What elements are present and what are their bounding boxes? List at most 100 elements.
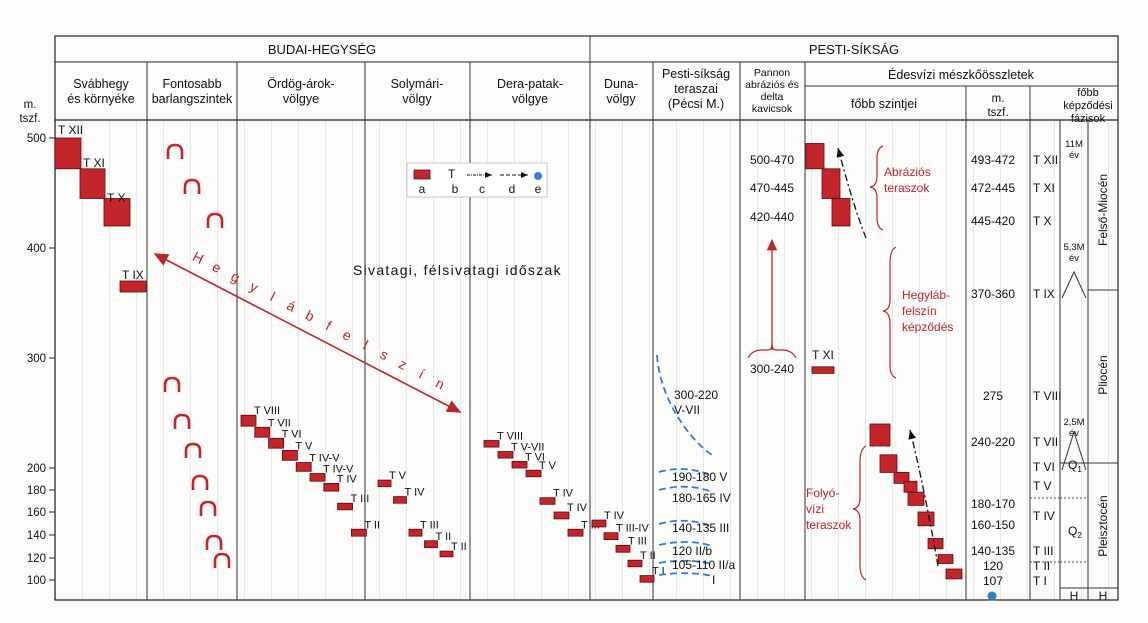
terrace-label-svabhegy: T XII — [58, 123, 83, 137]
edesvizi-levels-header: főbb szintjei — [851, 97, 917, 111]
hegylabfelszin-letter: e — [340, 326, 354, 344]
table-frame — [54, 35, 1119, 601]
terrace-block-dera — [483, 440, 500, 448]
terrace-label-dera: T VIII — [497, 431, 523, 443]
y-tick-label: 500 — [27, 133, 46, 145]
pesti-terrace-label: V-VII — [674, 403, 700, 417]
edesvizi-level-range: 370-360 — [971, 287, 1015, 301]
terrace-label-ordog: T V — [295, 440, 313, 452]
terrace-block-solymari — [377, 479, 392, 488]
column-header-pesti: teraszai — [674, 82, 718, 96]
hegylab-label: felszín — [902, 304, 937, 318]
edesvizi-level-range: 445-420 — [971, 214, 1015, 228]
epoch-pleisztocen: Pleisztocén — [1096, 495, 1110, 556]
hegylabfelszin-letter: n — [433, 375, 447, 393]
edesvizi-level-terrace: T III — [1033, 544, 1053, 558]
terrace-block-dera — [553, 511, 570, 520]
edesvizi-level-terrace: T VIII — [1033, 389, 1061, 403]
pannon-level-label: 470-445 — [750, 181, 794, 195]
pesti-terrace-label: 300-220 — [674, 388, 718, 402]
pesti-terrace-curve — [658, 541, 713, 547]
edesvizi-level-terrace: T I — [1033, 574, 1047, 588]
legend-blue-dot — [534, 172, 542, 180]
terrace-block-ordog — [281, 449, 298, 461]
terrace-label-solymari: T II — [451, 541, 467, 553]
hegylabfelszin-letter: g — [228, 268, 242, 286]
phase-q1-label: Q1 — [1068, 458, 1082, 474]
hegylab-label: Hegyláb- — [902, 288, 950, 302]
terrace-block-duna — [627, 559, 643, 568]
cave-level-symbol — [183, 178, 201, 194]
column-header-pannon: Pannon — [754, 67, 790, 79]
terrace-label-dera: T VI — [525, 451, 545, 463]
column-header-duna: Duna- — [604, 77, 638, 91]
edesvizi-block-lower — [927, 538, 944, 550]
terrace-label-duna: T I — [652, 566, 665, 578]
terrace-block-svabhegy — [119, 280, 147, 293]
edesvizi-level-range: 107 — [983, 574, 1003, 588]
terrace-block-ordog — [323, 482, 340, 492]
abrazios-label: Abráziós — [884, 165, 931, 179]
epoch-pliocen: Pliocén — [1096, 355, 1110, 394]
terrace-block-duna — [639, 575, 655, 583]
edesvizi-dashdot-arrow — [836, 147, 867, 239]
terrace-block-solymari — [424, 540, 438, 549]
edesvizi-block-lower — [917, 511, 935, 527]
pesti-terrace-label: 120 II/b — [672, 544, 712, 558]
terrace-block-solymari — [439, 550, 454, 558]
frame-outline — [54, 35, 1119, 601]
phase-25m-label: 2,5M — [1063, 417, 1084, 428]
cave-level-symbol — [173, 413, 191, 429]
hegylabfelszin-letter: y — [247, 278, 261, 295]
terrace-block-ordog — [337, 502, 354, 511]
pesti-terrace-curve — [658, 468, 713, 477]
hegylabfelszin-letter: z — [396, 355, 410, 372]
legend-terrace-swatch — [413, 169, 431, 180]
terrace-label-svabhegy: T XI — [83, 156, 105, 170]
terrace-label-ordog: T VIII — [254, 405, 280, 417]
folyovizi-label: teraszok — [806, 518, 852, 532]
edesvizi-spring-dot — [987, 591, 997, 601]
terrace-label-ordog: T III — [351, 493, 370, 505]
terrace-block-duna — [603, 532, 619, 541]
edesvizi-block-lower — [903, 480, 918, 493]
terrace-label-duna: T III-IV — [616, 523, 649, 535]
column-header-svabhegy: és környéke — [67, 92, 134, 106]
column-header-ordog: völgye — [283, 92, 319, 106]
header-budai: BUDAI-HEGYSÉG — [268, 42, 376, 57]
cave-level-symbol — [163, 376, 181, 392]
pesti-terrace-label: 140-135 III — [672, 521, 729, 535]
phase-wedge — [1061, 270, 1087, 299]
edesvizi-block-lower — [893, 471, 910, 484]
y-axis-label: tszf. — [19, 113, 40, 125]
hegylabfelszin-letter: b — [303, 307, 317, 325]
edesvizi-level-terrace: T XII — [1033, 153, 1058, 167]
terrace-block-ordog — [309, 473, 326, 482]
edesvizi-block-lower — [937, 554, 954, 564]
terrace-label-ordog: T VI — [282, 428, 302, 440]
legend-box — [406, 162, 548, 198]
y-tick-label: 120 — [27, 553, 46, 565]
folyovizi-brace — [852, 445, 867, 581]
edesvizi-level-range: 160-150 — [971, 518, 1015, 532]
terrace-block-ordog — [350, 528, 367, 537]
column-header-solymari: völgy — [402, 92, 432, 106]
pesti-terrace-label: I — [712, 573, 715, 587]
terrace-label-svabhegy: T IX — [122, 268, 144, 282]
phase-11m-label: 11M — [1065, 139, 1083, 150]
legend-letter: d — [509, 182, 516, 196]
terrace-block-dera — [497, 451, 514, 459]
terrace-block-svabhegy — [103, 198, 131, 227]
terrace-label-solymari: T II — [436, 531, 452, 543]
edesvizi-block-upper — [805, 143, 825, 170]
cave-level-symbol — [206, 212, 224, 228]
abrazios-brace — [869, 145, 884, 231]
column-header-dera: völgye — [512, 92, 548, 106]
terrace-block-ordog — [268, 437, 285, 449]
hegylab-brace — [882, 246, 897, 379]
terrace-block-dera — [567, 528, 584, 537]
terrace-block-svabhegy — [79, 168, 106, 199]
edesvizi-phases-header: fázisok — [1071, 113, 1106, 125]
pesti-terrace-label: 105-110 II/a — [672, 558, 735, 572]
